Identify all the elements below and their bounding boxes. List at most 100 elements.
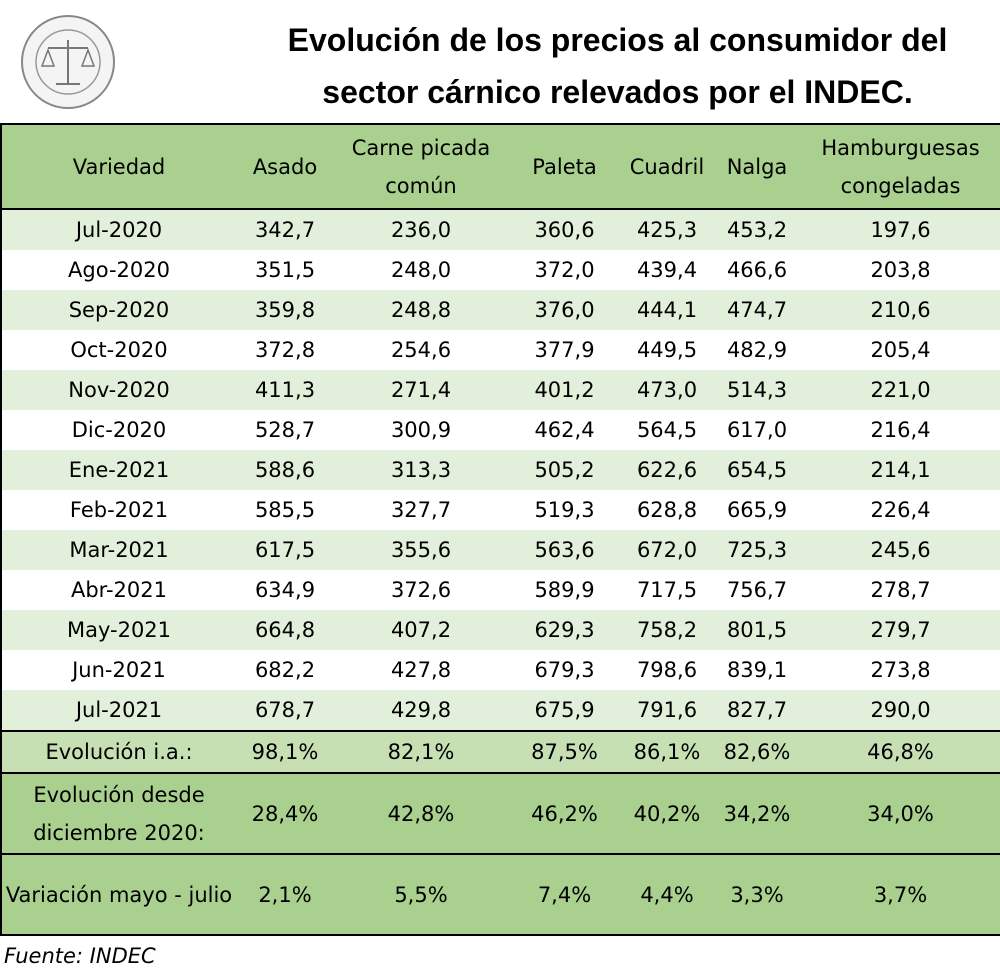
cell: 197,6 (801, 209, 1000, 250)
table-row: Feb-2021 585,5 327,7 519,3 628,8 665,9 226,4 (0, 490, 1000, 530)
cell: 801,5 (713, 610, 801, 650)
cell: 279,7 (801, 610, 1000, 650)
cell: 87,5% (508, 730, 621, 773)
source: Fuente: INDEC (4, 944, 156, 968)
cell: 482,9 (713, 330, 801, 370)
cell: 355,6 (334, 530, 508, 570)
cell: 372,8 (236, 330, 334, 370)
cell: 46,2% (508, 772, 621, 854)
cell: 226,4 (801, 490, 1000, 530)
table-row: Dic-2020 528,7 300,9 462,4 564,5 617,0 216,4 (0, 410, 1000, 450)
cell: 376,0 (508, 290, 621, 330)
cell: 372,6 (334, 570, 508, 610)
table-row: Jul-2021 678,7 429,8 675,9 791,6 827,7 290,0 (0, 690, 1000, 731)
table-row: Mar-2021 617,5 355,6 563,6 672,0 725,3 245,6 (0, 530, 1000, 570)
cell: 505,2 (508, 450, 621, 490)
cell: 377,9 (508, 330, 621, 370)
cell: 473,0 (621, 370, 713, 410)
cell: 756,7 (713, 570, 801, 610)
cell: Nov-2020 (0, 370, 236, 410)
cell: 528,7 (236, 410, 334, 450)
cell: 654,5 (713, 450, 801, 490)
cell: 564,5 (621, 410, 713, 450)
cell: Variedad (0, 125, 236, 210)
table-row: Variedad Asado Carne picada común Paleta Cua… (0, 125, 1000, 210)
cell: 360,6 (508, 209, 621, 250)
cell: 214,1 (801, 450, 1000, 490)
cell: Cuadril (621, 125, 713, 210)
cell: 453,2 (713, 209, 801, 250)
cell: 466,6 (713, 250, 801, 290)
cell: 474,7 (713, 290, 801, 330)
cell: 758,2 (621, 610, 713, 650)
cell: 664,8 (236, 610, 334, 650)
cell: Dic-2020 (0, 410, 236, 450)
cell: 425,3 (621, 209, 713, 250)
cell: 359,8 (236, 290, 334, 330)
table-row: Evolución desde diciembre 2020: 28,4% 42,8… (0, 772, 1000, 854)
cell: 401,2 (508, 370, 621, 410)
table-row: Ago-2020 351,5 248,0 372,0 439,4 466,6 203,8 (0, 250, 1000, 290)
cell: 407,2 (334, 610, 508, 650)
cell: 271,4 (334, 370, 508, 410)
cell: Sep-2020 (0, 290, 236, 330)
cell: 254,6 (334, 330, 508, 370)
cell: 372,0 (508, 250, 621, 290)
cell: 46,8% (801, 730, 1000, 773)
cell: Hamburguesas congeladas (801, 125, 1000, 210)
cell: 290,0 (801, 690, 1000, 731)
cell: 216,4 (801, 410, 1000, 450)
table-row: Abr-2021 634,9 372,6 589,9 717,5 756,7 278,7 (0, 570, 1000, 610)
cell: 86,1% (621, 730, 713, 773)
cell: 82,6% (713, 730, 801, 773)
cell: 665,9 (713, 490, 801, 530)
cell: 248,8 (334, 290, 508, 330)
cell: 4,4% (621, 853, 713, 936)
title-area: Evolución de los precios al consumidor d… (0, 0, 1000, 125)
table-row: Sep-2020 359,8 248,8 376,0 444,1 474,7 210,6 (0, 290, 1000, 330)
cell: 210,6 (801, 290, 1000, 330)
cell: 444,1 (621, 290, 713, 330)
table-row: Jun-2021 682,2 427,8 679,3 798,6 839,1 273,8 (0, 650, 1000, 690)
cell: 327,7 (334, 490, 508, 530)
cell: 827,7 (713, 690, 801, 731)
cell: 678,7 (236, 690, 334, 731)
cell: 429,8 (334, 690, 508, 731)
cell: 7,4% (508, 853, 621, 936)
cell: Nalga (713, 125, 801, 210)
cell: 98,1% (236, 730, 334, 773)
cell: Carne picada común (334, 125, 508, 210)
cell: 248,0 (334, 250, 508, 290)
cell: 449,5 (621, 330, 713, 370)
cell: 588,6 (236, 450, 334, 490)
table-row: Variación mayo - julio 2,1% 5,5% 7,4% 4,4% 3,… (0, 853, 1000, 936)
cell: 34,2% (713, 772, 801, 854)
cell: 514,3 (713, 370, 801, 410)
cell: 42,8% (334, 772, 508, 854)
cell: 634,9 (236, 570, 334, 610)
cell: 675,9 (508, 690, 621, 731)
cell: 313,3 (334, 450, 508, 490)
cell: 203,8 (801, 250, 1000, 290)
table-row: Jul-2020 342,7 236,0 360,6 425,3 453,2 197,6 (0, 209, 1000, 250)
table-row: Ene-2021 588,6 313,3 505,2 622,6 654,5 214,1 (0, 450, 1000, 490)
cell: 3,3% (713, 853, 801, 936)
cell: 682,2 (236, 650, 334, 690)
cell: 585,5 (236, 490, 334, 530)
cell: 3,7% (801, 853, 1000, 936)
title-line: Evolución de los precios al consumidor d… (287, 22, 948, 58)
table-row: Oct-2020 372,8 254,6 377,9 449,5 482,9 205,4 (0, 330, 1000, 370)
cell: May-2021 (0, 610, 236, 650)
cell: 273,8 (801, 650, 1000, 690)
cell: 411,3 (236, 370, 334, 410)
cell: 679,3 (508, 650, 621, 690)
cell: Asado (236, 125, 334, 210)
title-line: sector cárnico relevados por el INDEC. (322, 74, 913, 110)
cell: 563,6 (508, 530, 621, 570)
cell: 34,0% (801, 772, 1000, 854)
cell: 725,3 (713, 530, 801, 570)
cell: 205,4 (801, 330, 1000, 370)
cell: 82,1% (334, 730, 508, 773)
cell: 5,5% (334, 853, 508, 936)
